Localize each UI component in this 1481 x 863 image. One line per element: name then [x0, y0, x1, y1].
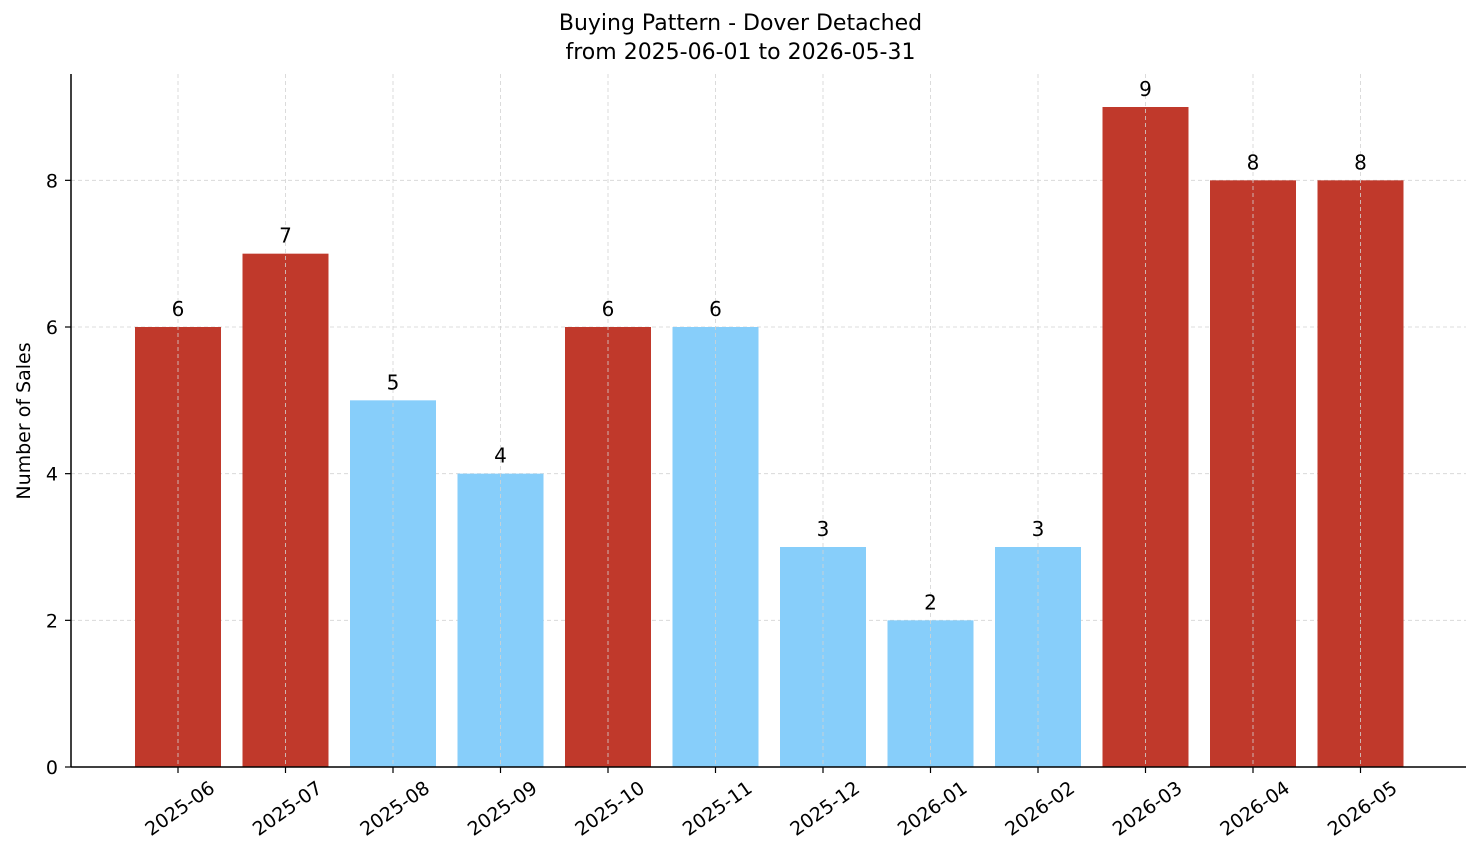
y-tick-label: 4: [46, 464, 58, 486]
data-label: 6: [602, 297, 615, 321]
bar-layer: [135, 74, 1404, 768]
x-tick-label: 2025-12: [786, 777, 864, 841]
x-tick-label: 2025-07: [249, 777, 327, 841]
x-tick-label: 2026-05: [1324, 777, 1402, 841]
y-axis-label: Number of Sales: [13, 342, 35, 499]
data-label: 5: [387, 370, 400, 394]
x-tick-label: 2025-10: [571, 777, 649, 841]
y-tick-label: 6: [46, 317, 58, 339]
x-tick-label: 2026-01: [894, 777, 972, 841]
data-label: 9: [1139, 77, 1152, 101]
x-tick-label: 2025-06: [141, 777, 219, 841]
x-tick-label: 2025-11: [679, 777, 757, 841]
data-label: 6: [172, 297, 185, 321]
data-label: 4: [494, 444, 507, 468]
y-tick-label: 2: [46, 610, 58, 632]
x-tick-label: 2025-08: [356, 777, 434, 841]
x-tick-label: 2025-09: [464, 777, 542, 841]
data-label: 3: [1032, 517, 1045, 541]
x-tick-label: 2026-02: [1001, 777, 1079, 841]
x-tick-label: 2026-04: [1216, 777, 1294, 841]
y-tick-label: 8: [46, 170, 58, 192]
bar-2026-03: [1102, 107, 1189, 767]
data-label: 8: [1354, 150, 1367, 174]
data-label: 3: [817, 517, 830, 541]
x-tick-label: 2026-03: [1109, 777, 1187, 841]
chart-title: Buying Pattern - Dover Detached: [558, 11, 923, 36]
y-tick-label: 0: [46, 757, 58, 779]
chart-subtitle: from 2025-06-01 to 2026-05-31: [565, 40, 916, 65]
data-label: 6: [709, 297, 722, 321]
data-label: 2: [924, 590, 937, 614]
data-label: 7: [279, 224, 292, 248]
data-label: 8: [1247, 150, 1260, 174]
